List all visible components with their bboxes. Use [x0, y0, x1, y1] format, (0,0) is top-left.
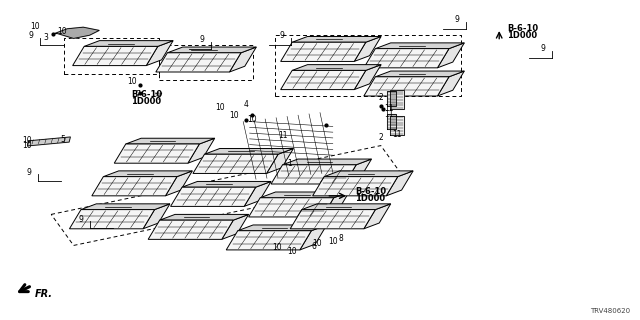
Text: B-6-10: B-6-10 — [355, 187, 387, 196]
Polygon shape — [364, 77, 449, 96]
Polygon shape — [193, 154, 278, 173]
Text: 10: 10 — [22, 141, 32, 150]
Text: 6: 6 — [311, 242, 316, 251]
Text: 9: 9 — [200, 35, 205, 44]
Text: B-6-10: B-6-10 — [508, 24, 539, 33]
Polygon shape — [146, 41, 173, 66]
Text: 10: 10 — [312, 239, 322, 248]
Polygon shape — [227, 231, 312, 250]
Text: 10: 10 — [272, 243, 282, 252]
Polygon shape — [390, 116, 404, 135]
Polygon shape — [69, 210, 154, 229]
Text: 10: 10 — [22, 136, 32, 145]
Polygon shape — [230, 47, 256, 72]
Text: 11: 11 — [392, 130, 401, 139]
Polygon shape — [387, 114, 396, 129]
Polygon shape — [81, 204, 170, 210]
Text: 9: 9 — [26, 168, 31, 177]
Polygon shape — [344, 159, 371, 184]
Text: 9: 9 — [540, 44, 545, 53]
Text: 10: 10 — [215, 103, 225, 112]
Text: 10: 10 — [57, 27, 67, 36]
Text: 10: 10 — [328, 237, 338, 246]
Text: 10: 10 — [229, 111, 239, 120]
Polygon shape — [364, 204, 390, 229]
Polygon shape — [364, 49, 449, 68]
Text: B-6-10: B-6-10 — [131, 90, 163, 99]
Text: 11: 11 — [384, 110, 393, 119]
Polygon shape — [28, 137, 70, 146]
Text: 10: 10 — [246, 115, 257, 124]
Text: 7: 7 — [135, 90, 140, 99]
Polygon shape — [182, 181, 271, 187]
Polygon shape — [143, 204, 170, 229]
Text: 3: 3 — [44, 33, 49, 42]
Polygon shape — [375, 43, 465, 49]
Text: 10: 10 — [127, 77, 138, 86]
Polygon shape — [438, 43, 465, 68]
Polygon shape — [92, 177, 177, 196]
Polygon shape — [355, 36, 381, 61]
Polygon shape — [238, 225, 326, 231]
Text: 10: 10 — [30, 22, 40, 31]
Polygon shape — [323, 192, 349, 217]
Text: 9: 9 — [78, 215, 83, 224]
Text: 4: 4 — [244, 100, 249, 109]
Text: TRV480620: TRV480620 — [590, 308, 630, 314]
Polygon shape — [72, 46, 157, 66]
Text: 2: 2 — [378, 93, 383, 102]
Polygon shape — [324, 171, 413, 177]
Text: 1D000: 1D000 — [508, 31, 538, 40]
Polygon shape — [168, 47, 256, 53]
Polygon shape — [280, 42, 366, 61]
Polygon shape — [387, 171, 413, 196]
Polygon shape — [148, 220, 234, 239]
Polygon shape — [222, 214, 249, 239]
Polygon shape — [438, 71, 465, 96]
Polygon shape — [125, 138, 215, 144]
Polygon shape — [156, 53, 241, 72]
Polygon shape — [375, 71, 465, 77]
Polygon shape — [313, 177, 398, 196]
Polygon shape — [355, 65, 381, 90]
Polygon shape — [159, 214, 249, 220]
Text: 1D000: 1D000 — [355, 194, 385, 203]
Polygon shape — [271, 165, 356, 184]
Text: 5: 5 — [60, 135, 65, 144]
Polygon shape — [84, 41, 173, 46]
Polygon shape — [280, 70, 366, 90]
Polygon shape — [54, 27, 99, 38]
Text: 2: 2 — [378, 133, 383, 142]
Polygon shape — [387, 91, 396, 106]
Polygon shape — [267, 148, 293, 173]
Polygon shape — [165, 171, 193, 196]
Text: 10: 10 — [287, 247, 298, 256]
Polygon shape — [302, 204, 390, 210]
Polygon shape — [188, 138, 215, 163]
Polygon shape — [205, 148, 293, 154]
Polygon shape — [300, 225, 326, 250]
Polygon shape — [260, 192, 349, 198]
Text: 11: 11 — [384, 104, 393, 113]
Text: FR.: FR. — [35, 289, 53, 300]
Polygon shape — [244, 181, 271, 206]
Text: 8: 8 — [339, 234, 344, 243]
Polygon shape — [292, 36, 381, 42]
Polygon shape — [170, 187, 256, 206]
Polygon shape — [114, 144, 200, 163]
Text: 11: 11 — [278, 131, 287, 140]
Text: 1: 1 — [287, 159, 292, 168]
Polygon shape — [292, 65, 381, 70]
Polygon shape — [283, 159, 371, 165]
Text: 9: 9 — [454, 15, 460, 24]
Polygon shape — [103, 171, 193, 177]
Polygon shape — [291, 210, 375, 229]
Polygon shape — [390, 90, 404, 109]
Text: 9: 9 — [28, 31, 33, 40]
Polygon shape — [249, 198, 334, 217]
Text: 1D000: 1D000 — [131, 97, 161, 106]
Text: 9: 9 — [279, 31, 284, 40]
